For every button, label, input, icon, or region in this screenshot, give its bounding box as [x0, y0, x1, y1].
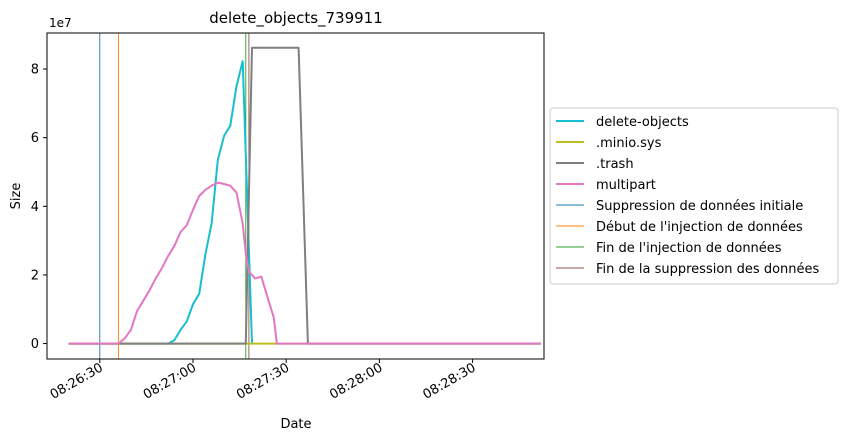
y-axis-label: Size — [9, 183, 24, 210]
y-tick-label-2: 4 — [31, 200, 39, 215]
series-lines — [68, 46, 541, 345]
y-tick-label-3: 6 — [31, 131, 39, 146]
x-tick-label-3: 08:28:00 — [327, 360, 385, 402]
legend-label-1: .minio.sys — [596, 136, 662, 151]
x-tick-label-1: 08:27:00 — [141, 360, 199, 402]
x-tick-label-0: 08:26:30 — [48, 360, 106, 402]
series-line-3 — [68, 181, 541, 345]
x-axis: 08:26:30 08:27:00 08:27:30 08:28:00 08:28:30 — [48, 359, 479, 403]
x-axis-label: Date — [280, 417, 311, 432]
legend-frame — [549, 107, 839, 285]
x-tick-label-2: 08:27:30 — [234, 360, 292, 402]
legend-label-5: Début de l'injection de données — [596, 220, 803, 235]
vertical-markers — [99, 33, 250, 359]
chart-title: delete_objects_739911 — [209, 9, 383, 28]
y-tick-label-0: 0 — [31, 337, 39, 352]
x-tick-label-4: 08:28:30 — [420, 360, 478, 402]
legend: delete-objects .minio.sys .trash multipart S… — [549, 107, 839, 285]
plot-frame — [46, 32, 545, 360]
y-tick-label-1: 2 — [31, 268, 39, 283]
y-axis-exponent: 1e7 — [49, 16, 72, 30]
legend-label-4: Suppression de données initiale — [596, 199, 803, 214]
legend-label-7: Fin de la suppression des données — [596, 262, 819, 277]
series-line-2 — [68, 46, 541, 345]
y-tick-label-4: 8 — [31, 63, 39, 78]
legend-label-6: Fin de l'injection de données — [596, 241, 782, 256]
legend-label-2: .trash — [596, 157, 634, 172]
series-line-0 — [68, 60, 253, 345]
legend-label-3: multipart — [596, 178, 656, 193]
legend-label-0: delete-objects — [596, 115, 689, 130]
y-axis: 0 2 4 6 8 — [31, 63, 47, 352]
